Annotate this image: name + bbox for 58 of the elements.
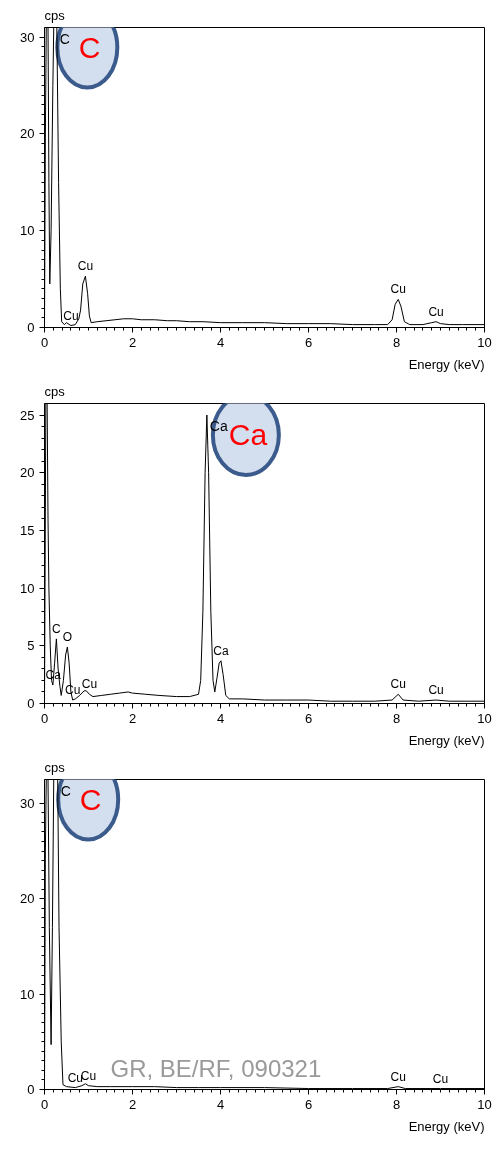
annotation: Cu [77, 259, 94, 274]
y-tick-label: 20 [20, 891, 35, 907]
x-axis-title: Energy (keV) [408, 732, 485, 748]
x-tick-label: 4 [216, 334, 225, 350]
x-tick-label: 6 [304, 710, 313, 726]
y-tick-label: 30 [20, 795, 35, 811]
y-tick-label: 20 [20, 126, 35, 142]
y-tick-label: 15 [20, 522, 35, 538]
annotation: Cu [390, 677, 406, 692]
annotation: Ca [213, 643, 229, 658]
annotation: C [60, 782, 71, 799]
x-tick-label: 10 [477, 710, 492, 726]
x-tick-label: 4 [216, 710, 225, 726]
x-tick-label: 0 [40, 1096, 49, 1112]
annotation: Ca [228, 418, 268, 452]
annotation: Cu [64, 683, 81, 698]
x-tick-label: 0 [40, 710, 49, 726]
annotation: Cu [390, 1069, 406, 1084]
y-axis-title: cps [44, 759, 66, 775]
x-tick-label: 2 [128, 1096, 137, 1112]
annotation: Cu [81, 677, 98, 692]
y-tick-label: 30 [20, 29, 35, 45]
x-tick-label: 2 [128, 334, 137, 350]
y-tick-label: 0 [27, 1082, 35, 1097]
y-tick-label: 10 [20, 223, 35, 239]
x-tick-label: 4 [216, 1096, 225, 1112]
annotation: C [79, 782, 102, 816]
x-tick-label: 10 [477, 1096, 492, 1112]
annotation: C [59, 30, 70, 47]
y-tick-label: 10 [20, 580, 35, 596]
y-axis-title: cps [44, 383, 66, 399]
x-tick-label: 8 [392, 1096, 401, 1112]
x-tick-label: 2 [128, 710, 137, 726]
x-tick-label: 6 [304, 334, 313, 350]
x-tick-label: 8 [392, 334, 401, 350]
y-tick-label: 0 [27, 320, 35, 335]
x-tick-label: 6 [304, 1096, 313, 1112]
x-tick-label: 10 [477, 334, 492, 350]
x-axis-title: Energy (keV) [408, 1118, 485, 1134]
y-axis-title: cps [44, 7, 66, 23]
x-tick-label: 0 [40, 334, 49, 350]
x-axis-title: Energy (keV) [408, 356, 485, 372]
annotation: O [62, 629, 73, 644]
annotation: Cu [432, 1071, 449, 1086]
y-tick-label: 5 [27, 638, 35, 654]
annotation: C [78, 30, 101, 64]
annotation: Cu [428, 683, 444, 698]
annotation: C [52, 621, 62, 636]
x-tick-label: 8 [392, 710, 401, 726]
annotation: GR, BE/RF, 090321 [110, 1054, 322, 1082]
y-tick-label: 10 [20, 986, 35, 1002]
annotation: Cu [390, 282, 406, 297]
y-tick-label: 0 [27, 696, 35, 711]
annotation: Cu [63, 308, 79, 323]
y-tick-label: 20 [20, 465, 35, 481]
annotation: Cu [428, 304, 444, 319]
y-tick-label: 25 [20, 407, 35, 423]
annotation: Cu [67, 1070, 83, 1085]
